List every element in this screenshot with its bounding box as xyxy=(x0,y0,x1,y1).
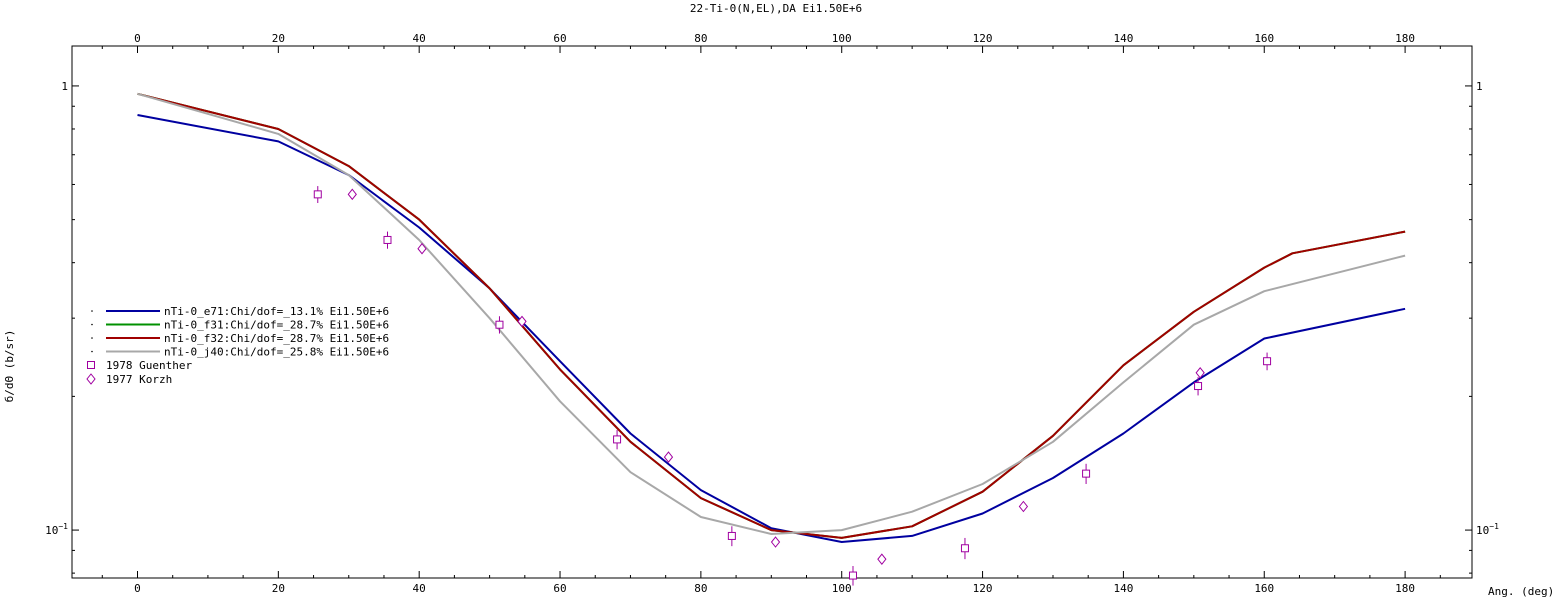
x-tick-label: 60 xyxy=(553,582,566,595)
x-tick-label: 140 xyxy=(1113,582,1133,595)
legend-label-2: nTi-0_f31:Chi/dof=_28.7% Ei1.50E+6 xyxy=(164,319,389,332)
experimental-points xyxy=(313,186,1272,586)
data-point-square xyxy=(1263,357,1272,366)
x-tick-label-top: 100 xyxy=(832,32,852,45)
data-point-diamond xyxy=(417,242,427,255)
y-tick-label-right: 10−1 xyxy=(1476,522,1499,537)
x-tick-label-top: 60 xyxy=(553,32,566,45)
plot-frame xyxy=(71,45,1473,579)
legend-data-label-1: 1978 Guenther xyxy=(106,359,192,372)
data-point-square xyxy=(1194,382,1203,391)
series-line-1 xyxy=(137,114,1406,543)
legend-label-1: nTi-0_e71:Chi/dof=_13.1% Ei1.50E+6 xyxy=(164,305,389,318)
data-point-square xyxy=(313,190,322,199)
y-tick-label: 10−1 xyxy=(45,522,68,537)
data-point-diamond xyxy=(1018,500,1029,513)
x-tick-label: 100 xyxy=(832,582,852,595)
data-point-diamond xyxy=(517,315,527,328)
data-point-square xyxy=(495,320,504,329)
legend: nTi-0_e71:Chi/dof=_13.1% Ei1.50E+6nTi-0_… xyxy=(86,305,389,386)
series-line-3 xyxy=(137,92,1406,539)
x-tick-label: 0 xyxy=(134,582,141,595)
data-point-square xyxy=(960,544,969,553)
data-point-square xyxy=(613,435,622,444)
x-axis: 0 0 20 20 40 40 60 60 80 80 100 100 120 120 140 140 160 1… xyxy=(101,32,1441,595)
x-tick-label-top: 180 xyxy=(1395,32,1415,45)
legend-dot xyxy=(91,350,93,353)
x-tick-label-top: 20 xyxy=(272,32,285,45)
x-tick-label: 160 xyxy=(1254,582,1274,595)
legend-dot xyxy=(91,337,93,339)
legend-data-label-2: 1977 Korzh xyxy=(106,373,172,386)
data-point-square xyxy=(848,571,857,580)
x-tick-label: 20 xyxy=(272,582,285,595)
evaluation-curves xyxy=(137,92,1406,543)
data-point-diamond xyxy=(877,553,887,565)
data-point-square xyxy=(727,531,736,540)
y-tick-label: 1 xyxy=(61,80,68,93)
data-point-diamond xyxy=(347,188,357,201)
series-line-4 xyxy=(137,92,1406,535)
legend-dot xyxy=(91,323,93,326)
x-tick-label-top: 0 xyxy=(134,32,141,45)
y-tick-label-right: 1 xyxy=(1476,80,1483,93)
x-tick-label-top: 160 xyxy=(1254,32,1274,45)
x-tick-label-top: 40 xyxy=(413,32,426,45)
data-point-diamond xyxy=(1195,366,1205,379)
x-tick-label: 180 xyxy=(1395,582,1415,595)
x-tick-label: 40 xyxy=(413,582,426,595)
x-tick-label-top: 80 xyxy=(694,32,707,45)
data-point-square xyxy=(1082,469,1091,478)
y-axis-label: б/dΘ (b/sr) xyxy=(3,330,16,403)
chart-title: 22-Ti-0(N,EL),DA Ei1.50E+6 xyxy=(690,2,862,15)
legend-marker-square xyxy=(87,361,95,369)
legend-dot xyxy=(91,310,93,312)
legend-marker-diamond xyxy=(86,373,96,385)
x-tick-label: 80 xyxy=(694,582,707,595)
data-point-diamond xyxy=(663,451,674,463)
x-axis-label: Ang. (deg) xyxy=(1488,585,1554,598)
data-point-square xyxy=(383,235,392,244)
legend-label-4: nTi-0_j40:Chi/dof=_25.8% Ei1.50E+6 xyxy=(164,346,389,359)
legend-label-3: nTi-0_f32:Chi/dof=_28.7% Ei1.50E+6 xyxy=(164,332,389,345)
x-tick-label-top: 120 xyxy=(973,32,993,45)
x-tick-label: 120 xyxy=(973,582,993,595)
data-point-diamond xyxy=(770,536,781,548)
x-tick-label-top: 140 xyxy=(1113,32,1133,45)
